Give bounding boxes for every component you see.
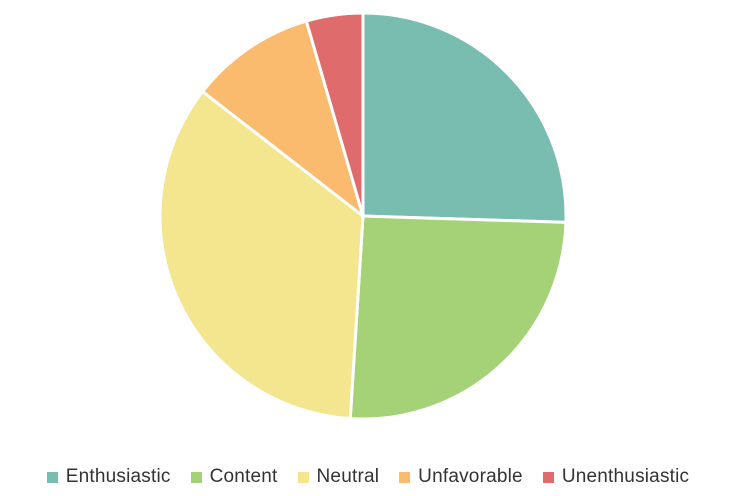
legend-label-content: Content: [209, 466, 278, 487]
legend-label-unenthusiastic: Unenthusiastic: [561, 466, 690, 487]
legend-swatch-unfavorable: [399, 471, 411, 483]
legend-item-unfavorable: Unfavorable: [399, 466, 523, 488]
pie-slice-neutral: [158, 90, 365, 421]
legend-swatch-content: [190, 471, 202, 483]
pie-plot-area: [158, 11, 568, 421]
legend-item-content: Content: [190, 466, 278, 488]
legend-label-neutral: Neutral: [316, 466, 380, 487]
legend-item-neutral: Neutral: [297, 466, 380, 488]
legend-swatch-neutral: [297, 471, 309, 483]
legend-item-enthusiastic: Enthusiastic: [46, 466, 171, 488]
pie-slice-content: [348, 214, 568, 421]
legend-item-unenthusiastic: Unenthusiastic: [542, 466, 690, 488]
pie-slice-enthusiastic: [361, 11, 568, 224]
legend-label-unfavorable: Unfavorable: [418, 466, 523, 487]
pie-slice-unfavorable: [201, 19, 365, 218]
legend-swatch-unenthusiastic: [542, 471, 554, 483]
legend: Enthusiastic Content Neutral Unfavorable Une…: [0, 462, 736, 492]
pie-slice-unenthusiastic: [304, 11, 365, 218]
legend-swatch-enthusiastic: [46, 471, 58, 483]
legend-label-enthusiastic: Enthusiastic: [65, 466, 171, 487]
